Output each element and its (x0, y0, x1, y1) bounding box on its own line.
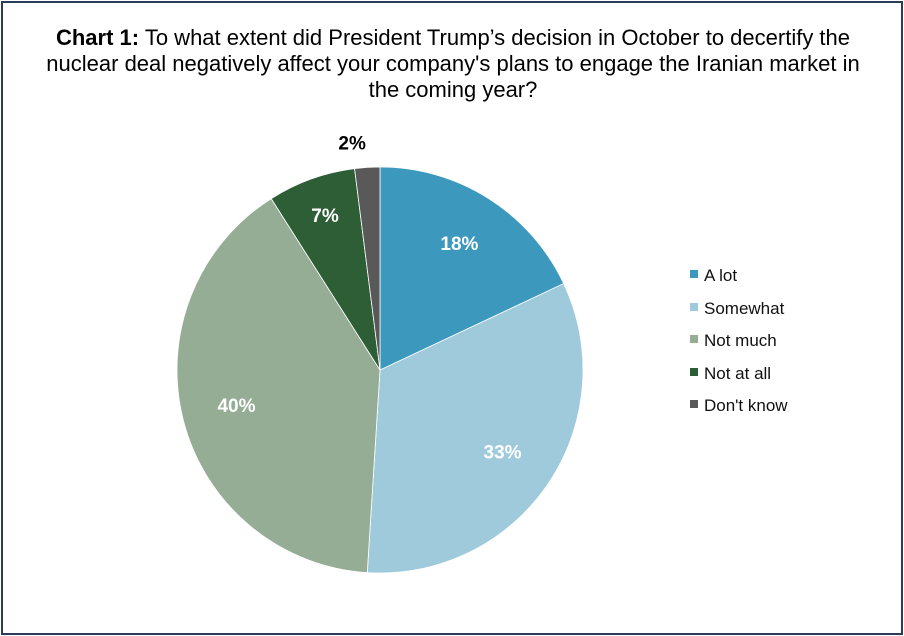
legend-item-not-much: Not much (690, 331, 890, 364)
legend-item-don-t-know: Don't know (690, 396, 890, 429)
legend-label: Not at all (704, 363, 772, 383)
legend-item-a-lot: A lot (690, 266, 890, 299)
legend-label: Somewhat (704, 298, 785, 318)
data-label-somewhat: 33% (484, 442, 522, 463)
legend-swatch (690, 367, 698, 376)
legend-swatch (690, 335, 698, 343)
pie-slice-don-t-know (354, 166, 381, 371)
pie-slice-not-much (176, 198, 381, 574)
legend-swatch (690, 302, 698, 311)
legend-label: Don't know (704, 396, 788, 415)
chart-title-text: To what extent did President Trump’s dec… (46, 25, 860, 102)
pie-slice-somewhat (366, 283, 584, 574)
data-label-a-lot: 18% (440, 234, 478, 255)
legend-swatch (690, 270, 698, 278)
chart-legend: A lot Somewhat Not much Not at all Don't kno… (690, 266, 890, 429)
data-label-not-much: 40% (217, 396, 255, 417)
legend-swatch (690, 400, 698, 408)
legend-label: Not much (704, 331, 777, 350)
chart-title: Chart 1: To what extent did President Tr… (43, 25, 863, 103)
data-label-not-at-all: 7% (311, 206, 339, 227)
legend-label: A lot (704, 266, 738, 285)
legend-item-not-at-all: Not at all (690, 364, 890, 397)
chart-title-prefix: Chart 1: (55, 25, 140, 50)
pie-slice-a-lot (379, 166, 565, 371)
data-label-don-t-know: 2% (338, 133, 366, 154)
legend-item-somewhat: Somewhat (690, 299, 890, 332)
